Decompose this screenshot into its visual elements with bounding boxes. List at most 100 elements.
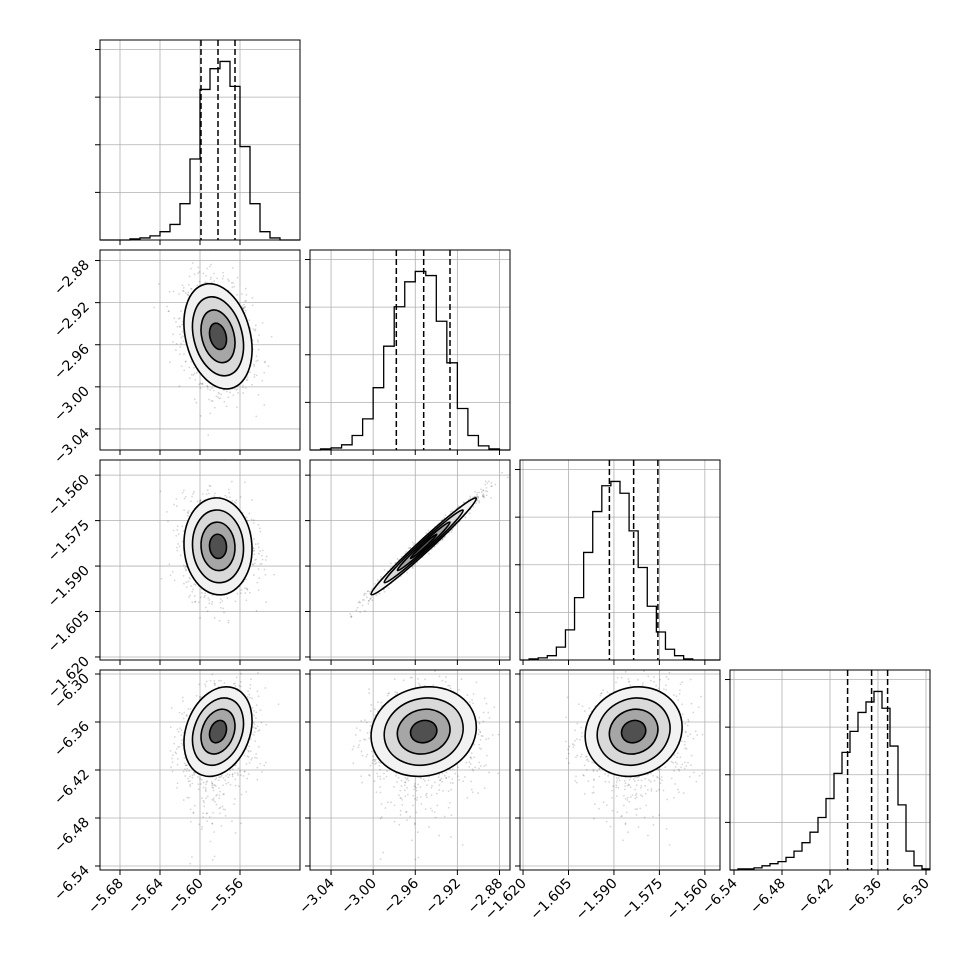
scatter-point (212, 797, 215, 800)
scatter-point (265, 723, 268, 726)
scatter-point (182, 286, 185, 289)
scatter-point (199, 596, 202, 599)
scatter-point (380, 575, 382, 578)
scatter-point (191, 601, 194, 604)
scatter-point (252, 547, 255, 550)
scatter-point (254, 329, 256, 332)
scatter-panel-1-0 (99, 249, 301, 451)
scatter-point (211, 798, 214, 801)
scatter-point (211, 594, 214, 597)
scatter-point (375, 594, 378, 597)
hist-panel-0 (95, 39, 301, 241)
scatter-point (242, 775, 245, 777)
scatter-point (233, 387, 236, 390)
scatter-point (506, 476, 509, 479)
scatter-point (472, 506, 475, 508)
scatter-point (365, 592, 367, 595)
scatter-point (233, 501, 236, 503)
scatter-point (240, 589, 243, 591)
scatter-point (368, 599, 370, 602)
scatter-point (198, 695, 201, 698)
scatter-point (213, 495, 216, 497)
scatter-point (412, 544, 415, 546)
scatter-point (218, 619, 221, 622)
scatter-point (215, 777, 218, 780)
scatter-point (390, 562, 392, 565)
scatter-point (361, 598, 364, 601)
scatter-point (363, 610, 366, 612)
scatter-point (236, 276, 239, 279)
scatter-point (363, 594, 366, 597)
scatter-point (175, 747, 178, 750)
scatter-point (243, 305, 246, 308)
scatter-point (376, 579, 379, 581)
scatter-point (245, 516, 248, 518)
scatter-point (475, 502, 477, 505)
scatter-point (199, 382, 202, 385)
scatter-point (263, 371, 266, 374)
scatter-point (188, 377, 191, 380)
scatter-point (185, 569, 187, 572)
scatter-point (173, 503, 175, 506)
scatter-point (252, 574, 255, 576)
scatter-point (483, 495, 486, 498)
scatter-point (359, 611, 362, 614)
scatter-point (204, 787, 207, 789)
scatter-point (234, 685, 237, 687)
scatter-point (242, 384, 245, 387)
scatter-point (194, 600, 197, 603)
scatter-point (407, 547, 410, 550)
scatter-point (212, 789, 215, 792)
scatter-point (254, 543, 257, 546)
scatter-point (187, 294, 190, 297)
scatter-point (179, 727, 181, 730)
density-fill (410, 534, 437, 559)
scatter-point (199, 500, 202, 502)
scatter-point (167, 310, 170, 313)
scatter-point (356, 606, 359, 609)
scatter-point (253, 723, 256, 726)
scatter-point (368, 592, 371, 595)
scatter-point (250, 383, 253, 386)
scatter-point (205, 274, 207, 277)
scatter-point (205, 493, 208, 496)
scatter-point (474, 490, 476, 493)
scatter-point (252, 546, 255, 549)
scatter-point (253, 363, 255, 366)
scatter-point (367, 590, 370, 592)
scatter-point (191, 495, 193, 498)
scatter-point (476, 491, 479, 494)
scatter-point (484, 480, 487, 483)
scatter-point (157, 283, 160, 285)
contour-line (191, 509, 245, 584)
scatter-point (245, 299, 248, 302)
scatter-point (255, 609, 258, 612)
scatter-point (228, 774, 231, 776)
scatter-point (478, 491, 481, 494)
scatter-point (187, 580, 190, 583)
scatter-point (396, 558, 399, 560)
scatter-point (248, 512, 251, 515)
scatter-point (249, 738, 252, 740)
scatter-point (189, 577, 192, 580)
scatter-point (206, 820, 209, 823)
scatter-point (184, 292, 187, 294)
scatter-point (227, 619, 230, 622)
scatter-point (248, 745, 250, 748)
scatter-point (201, 382, 204, 385)
panel-frame (309, 249, 511, 451)
scatter-point (474, 495, 477, 498)
scatter-point (490, 496, 492, 499)
scatter-point (254, 756, 256, 759)
scatter-point (213, 272, 215, 275)
scatter-point (177, 533, 180, 536)
scatter-point (202, 816, 204, 818)
scatter-point (191, 262, 194, 264)
scatter-point (177, 317, 180, 320)
scatter-point (181, 320, 184, 323)
scatter-point (206, 267, 209, 270)
scatter-point (219, 397, 222, 400)
scatter-point (229, 391, 231, 394)
scatter-point (194, 583, 197, 586)
scatter-point (186, 293, 189, 296)
